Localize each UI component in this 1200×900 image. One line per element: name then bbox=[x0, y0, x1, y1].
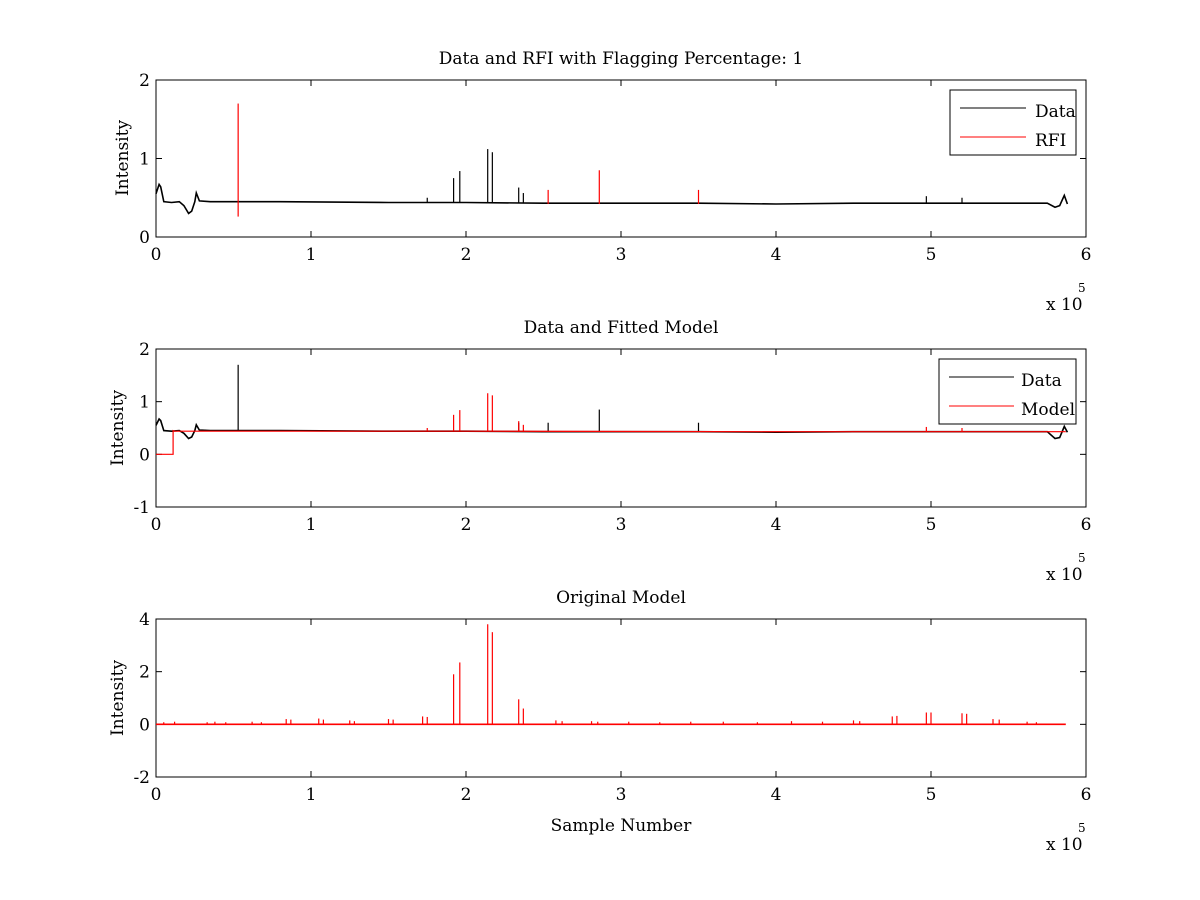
x-tick-label: 4 bbox=[771, 515, 782, 535]
x-tick-label: 2 bbox=[461, 785, 472, 805]
x-tick-label: 0 bbox=[151, 245, 162, 265]
y-axis-label: Intensity bbox=[108, 660, 128, 736]
y-tick-label: 0 bbox=[139, 228, 150, 248]
x-tick-label: 6 bbox=[1081, 245, 1092, 265]
y-tick-label: 0 bbox=[139, 445, 150, 465]
x-tick-label: 5 bbox=[926, 515, 937, 535]
panel-title: Data and RFI with Flagging Percentage: 1 bbox=[439, 49, 803, 69]
series-line-data bbox=[155, 182, 1069, 215]
x-tick-label: 0 bbox=[151, 515, 162, 535]
x-multiplier-base: x 10 bbox=[1046, 295, 1083, 315]
x-tick-label: 3 bbox=[616, 245, 627, 265]
x-tick-label: 6 bbox=[1081, 515, 1092, 535]
x-tick-label: 2 bbox=[461, 245, 472, 265]
x-tick-label: 4 bbox=[771, 245, 782, 265]
y-tick-label: 4 bbox=[139, 610, 150, 630]
x-multiplier-exponent: 5 bbox=[1078, 281, 1086, 295]
panel-data-rfi: Data and RFI with Flagging Percentage: 1… bbox=[113, 49, 1091, 315]
legend-label-data: Data bbox=[1035, 102, 1076, 122]
panel-title: Data and Fitted Model bbox=[524, 318, 719, 338]
y-tick-label: 1 bbox=[139, 393, 150, 413]
legend-label-data: Data bbox=[1021, 371, 1062, 391]
legend: Data RFI bbox=[949, 89, 1077, 156]
x-multiplier-exponent: 5 bbox=[1078, 821, 1086, 835]
x-tick-label: 0 bbox=[151, 785, 162, 805]
legend: Data Model bbox=[938, 358, 1077, 425]
x-tick-label: 6 bbox=[1081, 785, 1092, 805]
legend-box bbox=[938, 358, 1077, 425]
x-tick-label: 1 bbox=[306, 785, 317, 805]
y-tick-label: -2 bbox=[133, 768, 150, 788]
legend-box bbox=[949, 89, 1077, 156]
legend-label-rfi: RFI bbox=[1035, 131, 1066, 151]
panel-data-fitted-model: Data and Fitted Model Intensity 0 1 2 3 4 5 6 -… bbox=[108, 318, 1091, 585]
x-tick-label: 1 bbox=[306, 245, 317, 265]
x-tick-label: 5 bbox=[926, 245, 937, 265]
panel-title: Original Model bbox=[556, 588, 686, 608]
x-tick-label: 1 bbox=[306, 515, 317, 535]
y-tick-label: 2 bbox=[139, 71, 150, 91]
y-axis-label: Intensity bbox=[108, 390, 128, 466]
y-tick-label: 2 bbox=[139, 340, 150, 360]
x-tick-label: 3 bbox=[616, 785, 627, 805]
y-tick-label: -1 bbox=[133, 498, 150, 518]
plot-area: 0 1 2 3 4 5 6 0 1 2 bbox=[139, 71, 1091, 265]
x-tick-label: 2 bbox=[461, 515, 472, 535]
y-tick-label: 0 bbox=[139, 715, 150, 735]
x-axis-label: Sample Number bbox=[551, 816, 693, 836]
y-tick-label: 1 bbox=[139, 150, 150, 170]
x-multiplier-exponent: 5 bbox=[1078, 551, 1086, 565]
x-tick-label: 3 bbox=[616, 515, 627, 535]
y-axis-label: Intensity bbox=[113, 120, 133, 196]
series-line-model bbox=[156, 429, 1066, 455]
x-multiplier-base: x 10 bbox=[1046, 565, 1083, 585]
x-multiplier-base: x 10 bbox=[1046, 835, 1083, 855]
x-tick-label: 5 bbox=[926, 785, 937, 805]
x-tick-label: 4 bbox=[771, 785, 782, 805]
legend-label-model: Model bbox=[1021, 400, 1075, 420]
y-tick-label: 2 bbox=[139, 663, 150, 683]
